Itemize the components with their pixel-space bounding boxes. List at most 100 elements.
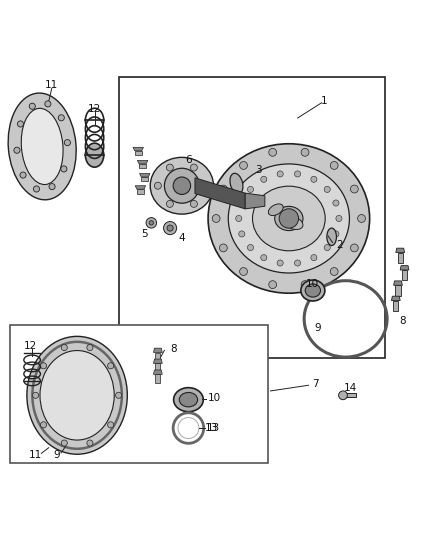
Circle shape	[32, 392, 39, 398]
Polygon shape	[195, 178, 245, 209]
Circle shape	[49, 183, 55, 190]
Circle shape	[357, 215, 365, 222]
Ellipse shape	[253, 186, 325, 251]
Polygon shape	[135, 185, 146, 189]
Text: 8: 8	[399, 316, 406, 326]
Circle shape	[330, 161, 338, 169]
Circle shape	[163, 222, 177, 235]
Ellipse shape	[40, 351, 114, 440]
Circle shape	[261, 176, 267, 182]
Ellipse shape	[21, 108, 63, 184]
Circle shape	[61, 440, 67, 446]
Polygon shape	[135, 151, 142, 155]
Text: 9: 9	[315, 322, 321, 333]
Polygon shape	[153, 359, 162, 364]
Circle shape	[40, 422, 46, 428]
Circle shape	[294, 171, 300, 177]
Text: 10: 10	[208, 393, 221, 403]
Circle shape	[277, 171, 283, 177]
Text: 5: 5	[141, 229, 148, 239]
Ellipse shape	[27, 336, 127, 454]
Polygon shape	[396, 248, 405, 253]
Text: 10: 10	[306, 279, 319, 289]
Circle shape	[167, 225, 173, 231]
Circle shape	[40, 363, 46, 369]
Text: 3: 3	[255, 165, 261, 175]
Circle shape	[116, 392, 122, 398]
Text: 4: 4	[179, 233, 185, 243]
Polygon shape	[137, 189, 144, 193]
Circle shape	[301, 281, 309, 288]
Polygon shape	[396, 285, 401, 296]
Polygon shape	[139, 164, 146, 168]
Circle shape	[240, 268, 247, 276]
Text: 8: 8	[170, 344, 177, 353]
Circle shape	[247, 245, 254, 251]
Circle shape	[339, 391, 347, 400]
Circle shape	[239, 231, 245, 237]
Text: 11: 11	[29, 450, 42, 460]
Text: 7: 7	[312, 379, 318, 390]
Circle shape	[350, 244, 358, 252]
Circle shape	[191, 200, 198, 207]
Polygon shape	[133, 147, 144, 151]
Ellipse shape	[208, 144, 370, 293]
Polygon shape	[155, 374, 160, 383]
Ellipse shape	[301, 280, 325, 301]
Ellipse shape	[305, 284, 321, 297]
Circle shape	[18, 121, 24, 127]
Circle shape	[236, 215, 242, 222]
Text: 9: 9	[53, 450, 60, 460]
Circle shape	[261, 255, 267, 261]
Polygon shape	[153, 370, 162, 374]
Ellipse shape	[150, 157, 214, 214]
Text: 12: 12	[88, 104, 101, 114]
Circle shape	[166, 200, 173, 207]
Circle shape	[87, 440, 93, 446]
Text: 11: 11	[45, 80, 58, 90]
Polygon shape	[141, 177, 148, 181]
Text: 6: 6	[185, 155, 192, 165]
Polygon shape	[155, 352, 160, 361]
Circle shape	[45, 101, 51, 107]
Circle shape	[33, 186, 39, 192]
Circle shape	[164, 168, 199, 203]
Circle shape	[87, 344, 93, 351]
Ellipse shape	[327, 228, 336, 246]
Circle shape	[324, 187, 330, 192]
Ellipse shape	[8, 93, 76, 200]
Text: 1: 1	[321, 95, 327, 106]
Circle shape	[279, 209, 299, 228]
Ellipse shape	[228, 164, 350, 273]
Circle shape	[330, 268, 338, 276]
Circle shape	[277, 260, 283, 266]
Ellipse shape	[283, 216, 303, 230]
Text: 13: 13	[205, 423, 218, 433]
Circle shape	[20, 172, 26, 178]
Ellipse shape	[179, 392, 198, 407]
Circle shape	[212, 215, 220, 222]
Circle shape	[191, 164, 198, 171]
Circle shape	[219, 244, 227, 252]
Circle shape	[61, 344, 67, 351]
Circle shape	[64, 140, 71, 146]
Ellipse shape	[230, 173, 243, 194]
Polygon shape	[343, 393, 356, 398]
Circle shape	[324, 245, 330, 251]
Bar	[11, 326, 268, 463]
Circle shape	[336, 215, 342, 222]
Polygon shape	[394, 281, 403, 285]
Ellipse shape	[85, 143, 104, 167]
Circle shape	[311, 255, 317, 261]
Circle shape	[239, 200, 245, 206]
Circle shape	[108, 363, 114, 369]
Polygon shape	[398, 253, 403, 263]
Text: 13: 13	[207, 423, 220, 433]
Circle shape	[333, 231, 339, 237]
Polygon shape	[392, 296, 400, 301]
Circle shape	[294, 260, 300, 266]
Circle shape	[108, 422, 114, 428]
Circle shape	[247, 187, 254, 192]
Circle shape	[333, 200, 339, 206]
Polygon shape	[155, 364, 160, 372]
